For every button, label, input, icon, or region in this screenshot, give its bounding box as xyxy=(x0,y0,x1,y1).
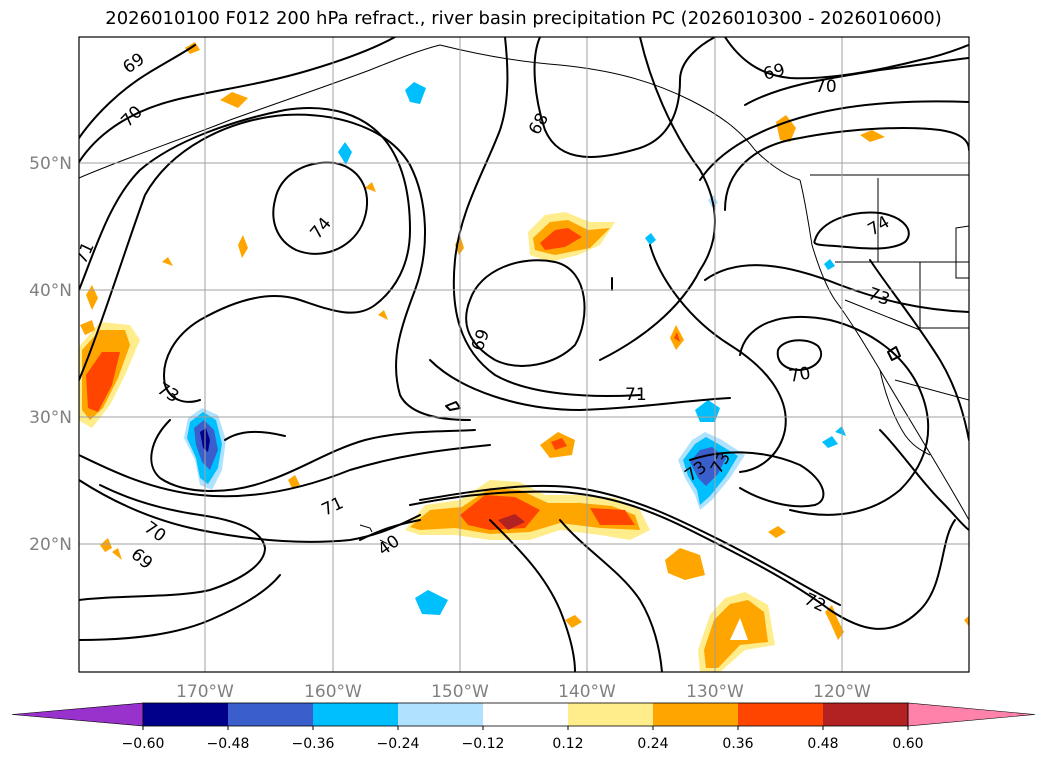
colorbar-tick-label: −0.36 xyxy=(292,736,335,752)
contour-label: 74 xyxy=(307,214,336,243)
graticule xyxy=(79,37,969,672)
contour-label: 70 xyxy=(815,77,837,97)
precip-shading-positive xyxy=(79,42,969,672)
refractivity-contours xyxy=(79,37,969,672)
colorbar-segment xyxy=(228,703,313,726)
colorbar-segment xyxy=(313,703,398,726)
contour-label: 74 xyxy=(865,212,894,240)
lon-label: 150°W xyxy=(431,682,489,702)
colorbar-tick-label: −0.60 xyxy=(122,736,165,752)
contour-label: 71 xyxy=(625,385,647,405)
colorbar-extend-high xyxy=(907,702,1036,727)
contour-label: 68 xyxy=(525,110,553,139)
colorbar: −0.60 −0.48 −0.36 −0.24 −0.12 0.12 0.24 0.36 0.4… xyxy=(11,702,1036,752)
contour-label: 70 xyxy=(117,102,146,131)
contour-label: 69 xyxy=(127,545,156,574)
lat-label: 30°N xyxy=(29,408,72,428)
colorbar-frame xyxy=(142,702,909,727)
colorbar-tick-label: 0.12 xyxy=(552,736,583,752)
lon-label: 160°W xyxy=(304,682,362,702)
lat-label: 40°N xyxy=(29,281,72,301)
colorbar-extend-low xyxy=(11,702,144,727)
colorbar-tick-label: 0.60 xyxy=(892,736,923,752)
contour-label: 70 xyxy=(787,363,812,386)
colorbar-tick-label: −0.48 xyxy=(207,736,250,752)
contour-label: 73 xyxy=(154,379,183,407)
contour-label: 69 xyxy=(761,60,787,85)
colorbar-segment xyxy=(568,703,653,726)
colorbar-segment xyxy=(398,703,483,726)
longitude-labels: 170°W 160°W 150°W 140°W 130°W 120°W xyxy=(176,682,871,702)
contour-label: 69 xyxy=(119,49,148,78)
colorbar-tick-label: 0.36 xyxy=(722,736,753,752)
coastlines xyxy=(79,44,969,547)
colorbar-tick-label: −0.12 xyxy=(462,736,505,752)
lat-label: 50°N xyxy=(29,154,72,174)
contour-label: 73 xyxy=(865,284,892,310)
colorbar-segment xyxy=(823,703,908,726)
lon-label: 170°W xyxy=(176,682,234,702)
colorbar-segment xyxy=(653,703,738,726)
contour-label: 71 xyxy=(319,493,347,520)
map-frame xyxy=(78,36,970,673)
colorbar-segment xyxy=(738,703,823,726)
colorbar-segment xyxy=(483,703,568,726)
map-title: 2026010100 F012 200 hPa refract., river … xyxy=(105,8,942,29)
contour-label: 70 xyxy=(140,518,169,547)
colorbar-tick-label: 0.48 xyxy=(807,736,838,752)
lat-label: 20°N xyxy=(29,535,72,555)
colorbar-segment xyxy=(143,703,228,726)
contour-label: 40 xyxy=(374,531,403,560)
lon-label: 130°W xyxy=(686,682,744,702)
colorbar-tick-label: −0.24 xyxy=(377,736,420,752)
contour-label: 71 xyxy=(71,239,98,267)
latitude-labels: 50°N 40°N 30°N 20°N xyxy=(29,154,72,555)
lon-label: 140°W xyxy=(558,682,616,702)
colorbar-tick-label: 0.24 xyxy=(637,736,668,752)
lon-label: 120°W xyxy=(813,682,871,702)
